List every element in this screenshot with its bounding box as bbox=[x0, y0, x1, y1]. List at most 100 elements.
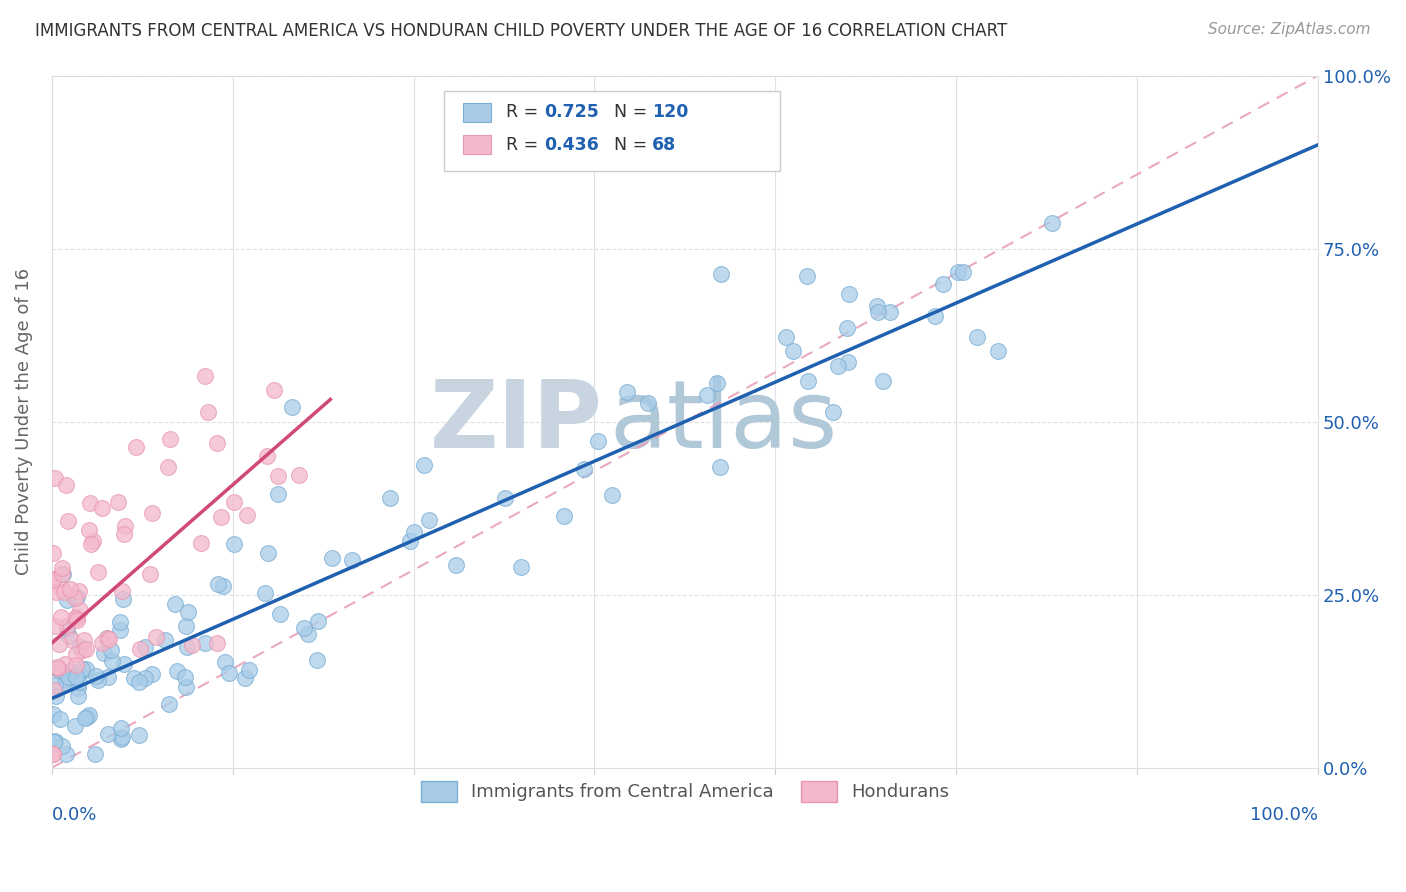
Point bbox=[637, 396, 659, 410]
Point bbox=[321, 551, 343, 566]
Point bbox=[165, 597, 187, 611]
Point bbox=[42, 747, 65, 761]
FancyBboxPatch shape bbox=[464, 135, 491, 154]
Point bbox=[41, 747, 63, 761]
Point bbox=[380, 491, 402, 505]
Point bbox=[572, 462, 595, 476]
Point bbox=[110, 615, 132, 629]
Point bbox=[205, 436, 228, 450]
Point bbox=[67, 584, 90, 599]
Point bbox=[868, 305, 890, 319]
Point bbox=[58, 629, 80, 643]
FancyBboxPatch shape bbox=[444, 92, 780, 171]
Point bbox=[281, 400, 304, 414]
Point bbox=[952, 265, 974, 279]
Point bbox=[292, 621, 315, 635]
Text: 0.0%: 0.0% bbox=[52, 805, 97, 824]
Point bbox=[51, 561, 73, 575]
Point bbox=[775, 330, 797, 344]
Point bbox=[53, 672, 76, 686]
Point bbox=[63, 611, 86, 625]
Point bbox=[177, 605, 200, 619]
Point bbox=[134, 640, 156, 655]
Point bbox=[45, 584, 67, 599]
Point bbox=[444, 558, 467, 572]
Point bbox=[72, 642, 94, 657]
Point bbox=[128, 674, 150, 689]
Point bbox=[129, 641, 152, 656]
Point bbox=[197, 405, 219, 419]
Point bbox=[236, 508, 259, 522]
Text: N =: N = bbox=[614, 103, 652, 121]
Point bbox=[56, 593, 79, 607]
Point bbox=[48, 637, 70, 651]
Point bbox=[190, 535, 212, 549]
Point bbox=[307, 653, 329, 667]
Point bbox=[218, 666, 240, 681]
Text: 100.0%: 100.0% bbox=[1250, 805, 1319, 824]
Point bbox=[96, 631, 118, 645]
Point bbox=[710, 267, 733, 281]
Point bbox=[176, 640, 198, 654]
Point bbox=[174, 669, 197, 683]
Point bbox=[77, 708, 100, 723]
Text: N =: N = bbox=[614, 136, 652, 153]
Point bbox=[63, 719, 86, 733]
Point bbox=[145, 630, 167, 644]
Point bbox=[966, 329, 988, 343]
Point bbox=[128, 728, 150, 742]
Point bbox=[238, 663, 260, 677]
Point bbox=[48, 713, 70, 727]
Point bbox=[112, 657, 135, 672]
Point bbox=[93, 646, 115, 660]
Point bbox=[79, 496, 101, 510]
Point bbox=[307, 614, 329, 628]
Point bbox=[110, 732, 132, 747]
Point bbox=[44, 678, 66, 692]
Point bbox=[224, 495, 246, 509]
Text: 0.436: 0.436 bbox=[544, 136, 599, 153]
Point bbox=[209, 509, 232, 524]
Point bbox=[159, 433, 181, 447]
Point bbox=[214, 655, 236, 669]
Point bbox=[946, 265, 969, 279]
Point bbox=[418, 513, 440, 527]
Point bbox=[44, 683, 66, 698]
Point bbox=[112, 527, 135, 541]
Point bbox=[235, 671, 257, 685]
Point bbox=[55, 477, 77, 491]
Point bbox=[97, 670, 120, 684]
Point bbox=[111, 583, 134, 598]
Point bbox=[53, 673, 76, 688]
Text: R =: R = bbox=[506, 103, 544, 121]
Point bbox=[782, 344, 804, 359]
Point bbox=[44, 735, 66, 749]
Point bbox=[51, 739, 73, 753]
Point bbox=[65, 610, 87, 624]
Point bbox=[288, 468, 311, 483]
Point bbox=[84, 669, 107, 683]
Point bbox=[58, 514, 80, 528]
Point bbox=[110, 730, 132, 744]
Point bbox=[44, 619, 66, 633]
Text: atlas: atlas bbox=[609, 376, 837, 467]
Point bbox=[205, 636, 228, 650]
Point bbox=[256, 449, 278, 463]
Text: 120: 120 bbox=[652, 103, 689, 121]
Point bbox=[872, 374, 894, 388]
Point bbox=[267, 486, 290, 500]
Point bbox=[48, 663, 70, 677]
Point bbox=[100, 642, 122, 657]
Point bbox=[69, 602, 91, 616]
Point bbox=[66, 681, 89, 696]
Point bbox=[157, 697, 180, 711]
Point bbox=[63, 591, 86, 605]
Point bbox=[224, 536, 246, 550]
Point bbox=[706, 376, 728, 390]
Point bbox=[153, 632, 176, 647]
Point bbox=[101, 654, 124, 668]
FancyBboxPatch shape bbox=[464, 103, 491, 122]
Point bbox=[60, 632, 83, 647]
Point bbox=[932, 277, 955, 291]
Point bbox=[139, 566, 162, 581]
